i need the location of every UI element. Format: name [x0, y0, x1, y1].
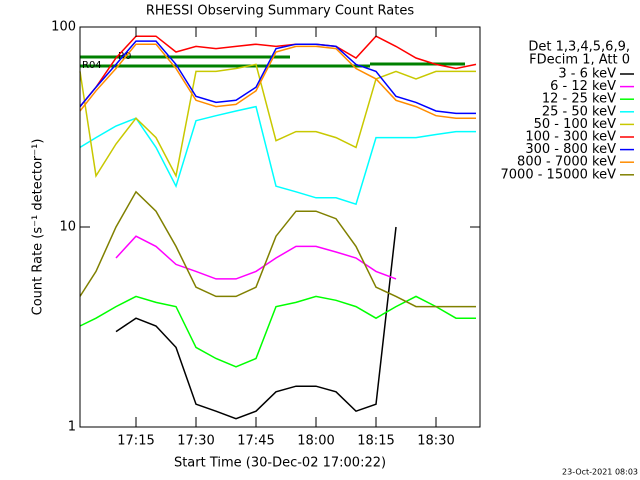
legend-label: 100 - 300 keV [525, 130, 616, 145]
plot-lines [79, 35, 477, 420]
series-line [79, 190, 476, 308]
series-line [79, 40, 476, 115]
y-tick-label: 10 [59, 220, 76, 235]
annotation: R0 [118, 51, 131, 62]
series-line [79, 295, 476, 368]
legend-label: 300 - 800 keV [525, 142, 616, 157]
y-tick-label: 1 [68, 420, 76, 435]
legend-label: 25 - 50 keV [542, 104, 616, 119]
legend-label: 800 - 7000 keV [517, 155, 616, 170]
x-tick-label: 17:15 [117, 434, 154, 449]
legend-label: 12 - 25 keV [542, 92, 616, 107]
series-line [79, 105, 476, 206]
x-axis-label: Start Time (30-Dec-02 17:00:22) [174, 456, 386, 471]
x-tick-label: 17:45 [237, 434, 274, 449]
legend-header: FDecim 1, Att 0 [529, 53, 630, 68]
annotation: R04 [82, 60, 102, 71]
chart-title: RHESSI Observing Summary Count Rates [146, 4, 415, 19]
legend-label: 3 - 6 keV [558, 67, 616, 82]
x-tick-label: 18:30 [417, 434, 454, 449]
x-tick-label: 18:00 [297, 434, 334, 449]
y-tick-label: 100 [51, 20, 76, 35]
legend-header: Det 1,3,4,5,6,9, [528, 40, 630, 55]
series-line [115, 226, 397, 420]
legend-label: 6 - 12 keV [550, 79, 616, 94]
y-axis-label: Count Rate (s⁻¹ detector⁻¹) [31, 139, 46, 316]
series-line [79, 63, 476, 179]
series-line [115, 235, 397, 280]
legend-label: 7000 - 15000 keV [501, 167, 617, 182]
x-tick-label: 17:30 [177, 434, 214, 449]
x-tick-label: 18:15 [357, 434, 394, 449]
legend-label: 50 - 100 keV [534, 117, 617, 132]
footer: 23-Oct-2021 08:03 [562, 468, 638, 477]
series-line [79, 35, 477, 108]
series-line [79, 43, 476, 119]
